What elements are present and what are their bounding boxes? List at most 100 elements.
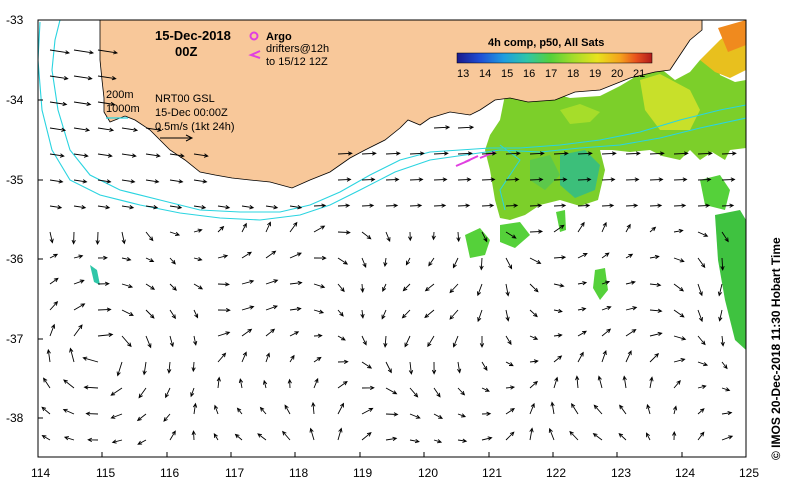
current-vector xyxy=(721,361,728,370)
current-vector xyxy=(428,257,435,267)
current-vector xyxy=(577,330,587,337)
current-vector xyxy=(361,177,376,182)
current-vector xyxy=(649,282,662,287)
current-vector xyxy=(457,413,467,418)
current-vector xyxy=(409,387,419,398)
current-vector xyxy=(449,309,459,320)
current-vector xyxy=(337,381,348,389)
current-vector xyxy=(553,308,563,314)
current-vector xyxy=(82,356,99,363)
current-vector xyxy=(217,282,230,287)
y-tick-label: -37 xyxy=(6,332,24,346)
current-vector xyxy=(313,255,327,261)
current-vector xyxy=(49,179,64,184)
current-vector xyxy=(577,307,587,312)
current-vector xyxy=(673,283,685,292)
colorbar-title: 4h comp, p50, All Sats xyxy=(488,37,604,49)
current-vector xyxy=(265,205,279,210)
current-vector xyxy=(601,203,615,208)
current-vector xyxy=(49,231,54,244)
current-vector xyxy=(479,257,484,271)
current-vector xyxy=(601,280,611,285)
current-vector xyxy=(241,222,247,233)
current-vector xyxy=(505,309,510,322)
current-vector xyxy=(625,203,639,208)
current-vector xyxy=(385,151,401,156)
current-vector xyxy=(649,226,657,233)
colorbar-tick: 17 xyxy=(545,68,557,80)
x-tick-label: 123 xyxy=(611,466,631,480)
current-vector xyxy=(433,203,447,208)
current-vector xyxy=(49,127,67,132)
current-vector xyxy=(625,177,640,182)
current-vector xyxy=(289,252,302,259)
current-vector xyxy=(529,309,538,318)
current-vector xyxy=(548,427,555,441)
current-vector xyxy=(337,203,351,208)
current-vector xyxy=(313,225,326,233)
current-vector xyxy=(193,228,203,233)
current-vector xyxy=(121,257,132,262)
current-vector xyxy=(63,436,75,441)
current-vector xyxy=(672,405,678,415)
current-vector xyxy=(163,413,171,422)
current-vector xyxy=(169,335,174,348)
current-vector xyxy=(593,404,603,415)
current-vector xyxy=(697,203,711,208)
current-vector xyxy=(97,127,115,132)
current-vector xyxy=(169,179,184,184)
current-vector xyxy=(217,254,229,259)
current-vector xyxy=(213,432,219,441)
map-date-title: 15-Dec-2018 xyxy=(155,28,231,43)
current-vector xyxy=(289,205,303,210)
current-vector xyxy=(121,205,135,210)
current-vector xyxy=(649,308,663,313)
current-vector xyxy=(145,179,160,184)
current-vector xyxy=(265,221,271,233)
current-vector xyxy=(145,335,152,349)
current-vector xyxy=(433,439,443,444)
current-vector xyxy=(402,283,411,292)
current-vector xyxy=(383,335,388,348)
current-vector xyxy=(529,229,544,234)
current-vector xyxy=(385,177,400,182)
current-vector xyxy=(97,153,113,158)
current-vector xyxy=(697,257,706,269)
current-vector xyxy=(529,257,542,264)
current-vector xyxy=(385,436,398,441)
current-vector xyxy=(505,283,510,297)
x-tick-label: 116 xyxy=(160,466,179,480)
current-vector xyxy=(217,331,231,337)
imos-caption: © IMOS 20-Dec-2018 11:30 Hobart Time xyxy=(769,237,783,460)
current-vector xyxy=(241,279,255,285)
current-vector xyxy=(649,352,660,363)
drifter-icon xyxy=(248,50,261,59)
current-vector xyxy=(649,151,665,156)
current-vector xyxy=(697,151,713,156)
current-vector xyxy=(337,151,353,156)
current-vector xyxy=(41,434,51,441)
current-vector xyxy=(313,356,322,363)
current-vector xyxy=(337,309,344,317)
current-vector xyxy=(505,408,515,415)
current-vector xyxy=(673,257,685,263)
current-vector xyxy=(672,430,677,441)
current-vector xyxy=(381,309,387,320)
current-vector xyxy=(385,387,398,395)
current-vector xyxy=(601,151,617,156)
current-vector xyxy=(457,203,471,208)
current-vector xyxy=(577,221,585,233)
current-vector xyxy=(313,203,327,208)
current-vector xyxy=(433,387,441,398)
current-vector xyxy=(721,231,729,243)
current-vector xyxy=(481,231,488,243)
current-vector xyxy=(49,75,69,81)
current-vector xyxy=(673,228,684,234)
current-vector xyxy=(553,224,565,233)
current-vector xyxy=(457,438,468,443)
current-vector xyxy=(505,231,517,239)
current-vector xyxy=(385,203,399,208)
contour-1000-label: 1000m xyxy=(106,103,140,115)
current-vector xyxy=(646,432,651,441)
current-vector xyxy=(289,280,303,286)
